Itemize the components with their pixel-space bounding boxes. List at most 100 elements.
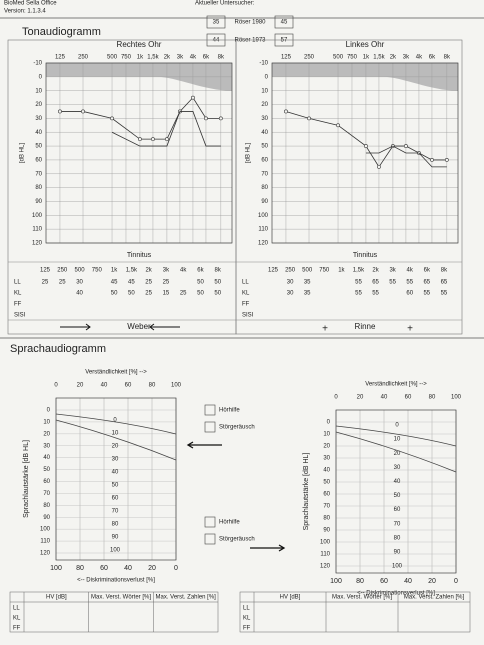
table [239,591,471,633]
row-label: LL [242,280,249,286]
level-label: 90 [112,535,119,541]
y-tick-label: 60 [261,158,268,164]
y-tick-label: 90 [261,199,268,205]
table-cell: 50 [214,280,221,286]
curve [365,145,447,168]
table-header: 1k [111,268,118,274]
y-tick-label: 20 [323,444,330,450]
table-header: 4k [407,268,414,274]
y-tick-label: 50 [323,480,330,486]
x-tick-label: 80 [356,578,364,585]
y-tick-label: 110 [32,227,42,233]
point [218,116,223,121]
y-axis-label: [dB HL] [246,143,252,163]
curve [335,425,457,447]
examiner: Aktueller Untersucher: [195,1,255,7]
legend-label: Hörhilfe [219,520,240,526]
table-cell: 30 [287,291,294,297]
y-tick-label: 20 [261,102,268,108]
freq-label: 125 [281,55,292,61]
table-cell: 15 [163,291,170,297]
y-tick-label: 10 [43,419,50,425]
x-tick-label: 80 [429,395,436,401]
table-header: 2k [372,268,379,274]
y-tick-label: 80 [43,503,50,509]
y-tick-label: 60 [43,479,50,485]
roeser-label: Röser 1973 [234,38,266,44]
table-cell: 55 [355,280,362,286]
roeser-value: 45 [281,20,288,26]
arrow [186,441,222,449]
y-tick-label: 110 [320,552,330,558]
tone-title: Tonaudiogramm [22,26,101,38]
x-tick-label: 40 [124,565,132,572]
table-cell: 65 [372,280,379,286]
y-tick-label: 10 [35,88,42,94]
x-tick-label: 20 [357,395,364,401]
table-header: 8k [441,268,448,274]
row-label: FF [13,626,21,632]
point [444,158,449,162]
point [81,109,85,114]
x-tick-label: 0 [54,383,58,389]
table-cell: 55 [355,291,362,297]
table-header: 250 [57,268,68,274]
test-label: Rinne [355,322,376,331]
plot-border [335,409,457,574]
y-tick-label: 70 [323,504,330,510]
y-tick-label: 100 [40,527,51,533]
point [430,158,434,162]
level-label: 90 [394,549,401,555]
curve [111,111,221,147]
point [377,164,381,169]
level-label: 10 [394,437,401,443]
table-header: 250 [285,268,296,274]
software: BioMed Sella Office [4,1,57,7]
frame [235,39,463,335]
freq-label: 1k [137,55,144,61]
y-tick-label: 120 [320,564,331,570]
box [274,15,294,29]
freq-label: 1,5k [373,55,385,61]
table-cell: 40 [76,291,83,297]
y-tick-label: 30 [261,116,268,122]
freq-label: 1k [363,55,370,61]
table-cell: 50 [197,280,204,286]
y-tick-label: -10 [259,61,268,67]
table-cell: 45 [128,280,135,286]
table-cell: 50 [214,291,221,297]
table-cell: 55 [441,291,448,297]
x-tick-label: 40 [381,395,388,401]
point [364,144,368,148]
x-tick-label: 20 [77,383,84,389]
table-cell: 55 [423,291,430,297]
row-label: KL [14,291,22,297]
level-label: 100 [392,564,403,570]
box [206,15,226,29]
table-header: HV [dB] [280,595,301,601]
point [284,109,288,114]
table-header: 6k [197,268,204,274]
row-label: FF [243,626,251,632]
y-tick-label: 70 [35,171,42,177]
table-cell: 30 [287,280,294,286]
y-tick-label: 120 [40,551,51,557]
point [151,137,155,142]
table-cell: 25 [163,280,170,286]
arrow [149,323,180,331]
legend-box [204,533,216,545]
y-tick-label: 10 [323,432,330,438]
y-tick-label: 60 [35,158,42,164]
table-header: 4k [180,268,187,274]
row-label: LL [14,280,21,286]
table-cell: 50 [128,291,135,297]
y-tick-label: 80 [261,185,268,191]
curve [285,111,447,168]
level-label: 60 [112,496,119,502]
level-label: 50 [112,483,119,489]
tinnitus-label: Tinnitus [127,252,152,259]
table-header: 1,5k [126,268,138,274]
legend-box [204,421,216,433]
table-header: 2k [145,268,152,274]
